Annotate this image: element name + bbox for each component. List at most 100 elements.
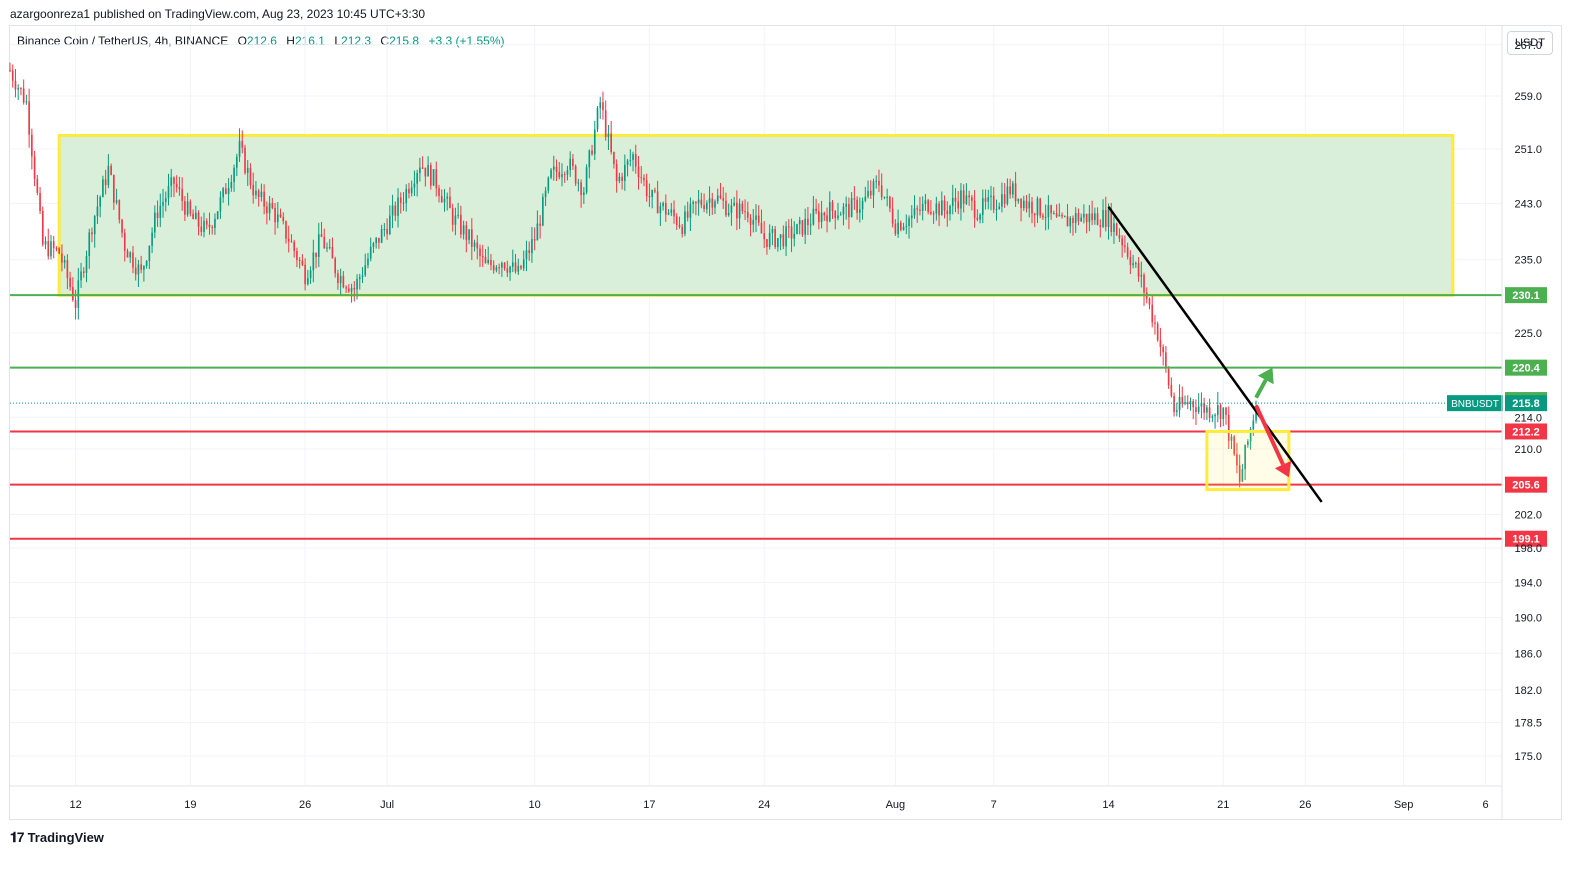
candle-body <box>1255 407 1257 421</box>
candle-body <box>894 223 897 234</box>
y-tick-label: 182.0 <box>1514 685 1542 697</box>
candle-body <box>634 154 637 167</box>
candle-body <box>517 265 520 272</box>
candle-body <box>1189 401 1192 405</box>
tradingview-brand[interactable]: 𝟏7 TradingView <box>10 829 104 846</box>
candle-body <box>645 180 648 197</box>
candle-body <box>818 211 820 223</box>
y-tick-label: 198.0 <box>1514 543 1542 555</box>
candle-body <box>826 215 828 222</box>
candle-body <box>495 267 498 271</box>
candle-body <box>1017 198 1020 202</box>
candle-body <box>1233 436 1236 455</box>
candle-body <box>271 203 274 209</box>
candle-body <box>290 241 293 243</box>
candle-body <box>1148 298 1151 305</box>
candle-body <box>951 197 954 206</box>
level-badge-label: 230.1 <box>1512 290 1540 302</box>
candle-body <box>241 141 244 148</box>
candle-body <box>378 237 380 243</box>
x-tick-label: 12 <box>69 799 81 811</box>
candle-body <box>1044 217 1047 219</box>
candle-body <box>1206 407 1208 413</box>
candle-body <box>757 215 760 223</box>
candle-body <box>208 224 211 228</box>
candle-body <box>238 141 241 157</box>
candle-body <box>214 218 216 228</box>
candle-body <box>460 214 462 235</box>
candle-body <box>1219 405 1222 420</box>
candle-body <box>686 211 689 218</box>
candle-body <box>859 209 861 213</box>
candle-body <box>326 247 328 249</box>
candle-body <box>1211 416 1214 418</box>
publisher-info: azargoonreza1 published on TradingView.c… <box>10 7 426 21</box>
candle-body <box>695 201 697 204</box>
candle-body <box>1203 402 1205 413</box>
candle-body <box>391 205 394 216</box>
candle-body <box>599 102 602 109</box>
candle-body <box>487 259 490 264</box>
candle-body <box>1184 402 1186 404</box>
candle-body <box>746 211 749 218</box>
candle-body <box>946 210 949 215</box>
candle-body <box>96 206 99 217</box>
x-tick-label: 26 <box>1299 799 1311 811</box>
candle-body <box>662 202 664 207</box>
candle-body <box>872 181 875 196</box>
candle-body <box>503 262 506 269</box>
candle-body <box>777 238 779 248</box>
candle-body <box>481 256 484 258</box>
candle-body <box>875 180 878 182</box>
x-tick-label: 19 <box>184 799 196 811</box>
currency-button[interactable]: USDT <box>1507 31 1553 55</box>
candle-body <box>58 248 61 254</box>
x-tick-label: 21 <box>1217 799 1229 811</box>
candle-body <box>33 156 36 179</box>
last-price-value: 215.8 <box>1512 398 1540 410</box>
high-label: H <box>286 34 295 48</box>
candle-body <box>102 179 104 198</box>
candle-body <box>427 165 429 177</box>
candle-body <box>145 260 148 267</box>
candle-body <box>410 187 413 194</box>
candle-body <box>175 183 178 188</box>
last-price-badge <box>1505 395 1547 412</box>
candle-body <box>1099 225 1102 227</box>
candle-body <box>1178 396 1181 411</box>
candle-body <box>408 188 410 194</box>
candle-body <box>1003 194 1006 204</box>
candle-body <box>725 200 727 216</box>
candle-body <box>1176 410 1178 412</box>
candle-body <box>298 259 301 261</box>
candle-body <box>189 201 192 214</box>
candle-body <box>908 218 910 226</box>
x-tick-label: Aug <box>886 799 906 811</box>
candle-body <box>1225 407 1227 415</box>
candle-body <box>1104 210 1107 227</box>
level-badge <box>1505 423 1547 440</box>
candle-body <box>164 198 167 202</box>
low-label: L <box>334 34 342 48</box>
candle-body <box>714 201 716 208</box>
candle-body <box>850 198 853 218</box>
y-tick-label: 190.0 <box>1514 612 1542 624</box>
candle-body <box>856 199 858 213</box>
candle-body <box>225 188 227 195</box>
candle-body <box>465 225 468 240</box>
candle-body <box>82 271 85 273</box>
y-tick-label: 235.0 <box>1514 255 1542 267</box>
open-label: O <box>237 34 247 48</box>
candle-body <box>432 169 435 186</box>
candle-body <box>1033 213 1036 216</box>
axes-layer: 267.0 259.0 251.0 243.0 235.0 225.0 214.0 210.0… <box>10 26 1542 820</box>
candle-body <box>525 250 528 260</box>
candle-body <box>257 190 260 198</box>
candle-body <box>1137 263 1140 277</box>
candle-body <box>1020 198 1022 209</box>
candle-body <box>345 287 347 289</box>
candle-body <box>716 195 719 202</box>
candle-body <box>809 224 812 226</box>
candle-body <box>960 190 962 209</box>
